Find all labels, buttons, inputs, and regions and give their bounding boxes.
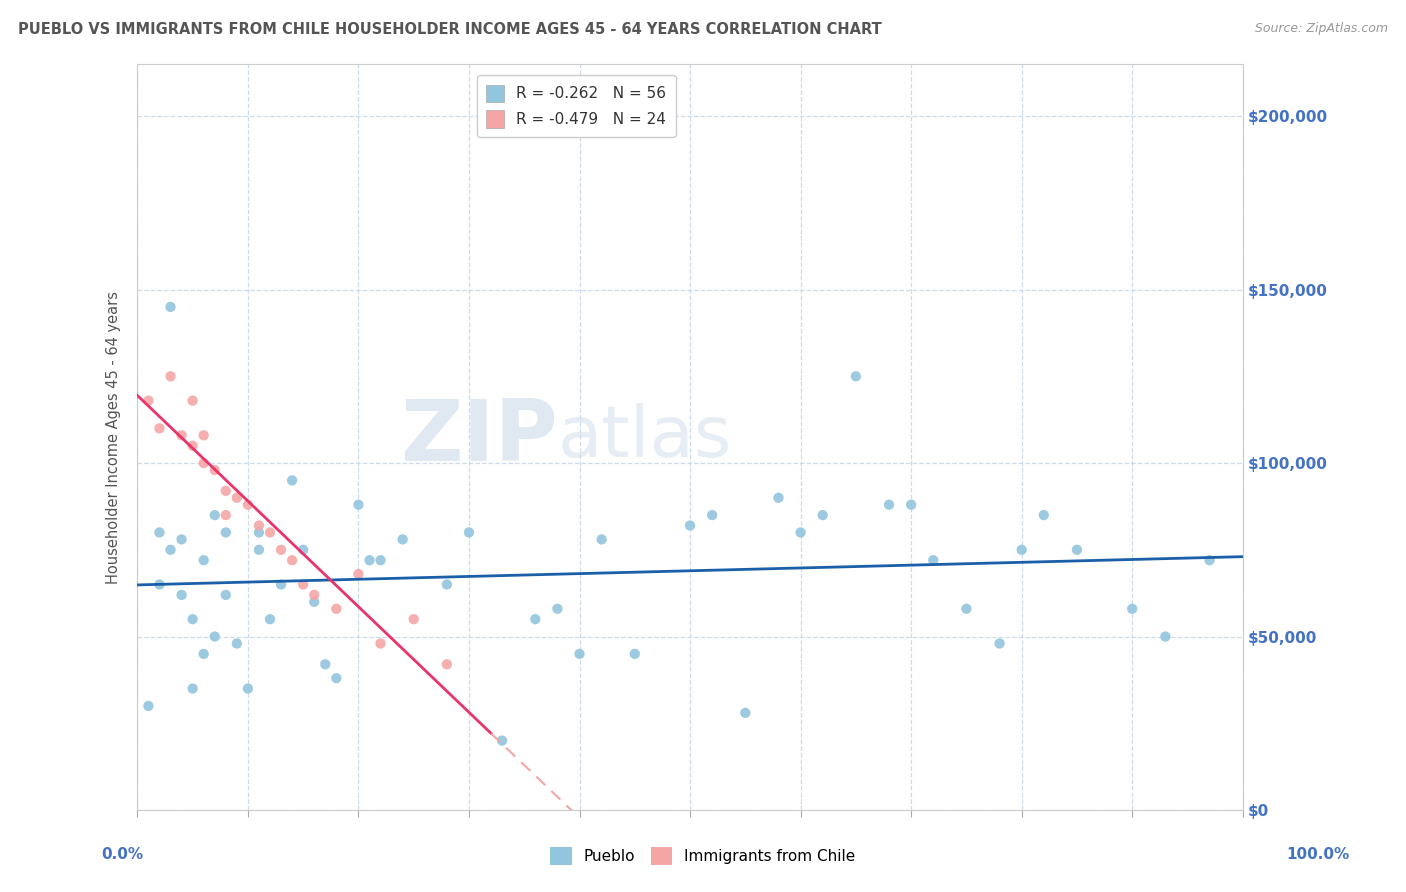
Point [259,612,281,626]
Point [988,636,1011,650]
Point [215,483,238,498]
Point [159,300,181,314]
Point [181,439,204,453]
Point [436,657,458,672]
Point [402,612,425,626]
Point [270,577,292,591]
Point [359,553,381,567]
Point [225,491,247,505]
Point [247,542,270,557]
Point [292,542,315,557]
Point [281,553,304,567]
Point [436,577,458,591]
Text: ZIP: ZIP [399,395,557,478]
Point [922,553,945,567]
Point [789,525,811,540]
Point [292,577,315,591]
Point [1198,553,1220,567]
Point [325,601,347,615]
Point [347,567,370,582]
Point [148,421,170,435]
Text: 0.0%: 0.0% [101,847,143,862]
Point [193,456,215,470]
Point [148,525,170,540]
Point [370,636,392,650]
Point [270,542,292,557]
Point [591,533,613,547]
Legend: R = -0.262   N = 56, R = -0.479   N = 24: R = -0.262 N = 56, R = -0.479 N = 24 [477,76,675,136]
Point [159,542,181,557]
Text: 100.0%: 100.0% [1286,847,1350,862]
Point [225,636,247,650]
Point [877,498,900,512]
Point [215,525,238,540]
Y-axis label: Householder Income Ages 45 - 64 years: Householder Income Ages 45 - 64 years [107,291,121,583]
Point [1066,542,1088,557]
Point [193,553,215,567]
Point [1011,542,1033,557]
Point [679,518,702,533]
Point [148,577,170,591]
Point [204,463,226,477]
Legend: Pueblo, Immigrants from Chile: Pueblo, Immigrants from Chile [544,841,862,871]
Text: Source: ZipAtlas.com: Source: ZipAtlas.com [1254,22,1388,36]
Point [215,508,238,522]
Point [193,428,215,442]
Point [568,647,591,661]
Point [623,647,645,661]
Point [314,657,336,672]
Point [811,508,834,522]
Point [900,498,922,512]
Point [215,588,238,602]
Point [259,525,281,540]
Point [491,733,513,747]
Text: atlas: atlas [557,402,731,472]
Point [302,595,325,609]
Point [1032,508,1054,522]
Point [955,601,977,615]
Point [170,533,193,547]
Point [138,698,160,713]
Point [170,588,193,602]
Point [391,533,413,547]
Point [302,588,325,602]
Point [193,647,215,661]
Point [524,612,547,626]
Point [325,671,347,685]
Point [546,601,568,615]
Point [181,612,204,626]
Point [138,393,160,408]
Point [204,508,226,522]
Point [204,630,226,644]
Point [281,474,304,488]
Point [734,706,756,720]
Point [247,525,270,540]
Point [181,393,204,408]
Point [236,498,259,512]
Point [845,369,868,384]
Point [702,508,724,522]
Point [1154,630,1177,644]
Point [370,553,392,567]
Point [458,525,481,540]
Point [170,428,193,442]
Point [159,369,181,384]
Point [236,681,259,696]
Point [247,518,270,533]
Text: PUEBLO VS IMMIGRANTS FROM CHILE HOUSEHOLDER INCOME AGES 45 - 64 YEARS CORRELATIO: PUEBLO VS IMMIGRANTS FROM CHILE HOUSEHOL… [18,22,882,37]
Point [347,498,370,512]
Point [1121,601,1143,615]
Point [768,491,790,505]
Point [181,681,204,696]
